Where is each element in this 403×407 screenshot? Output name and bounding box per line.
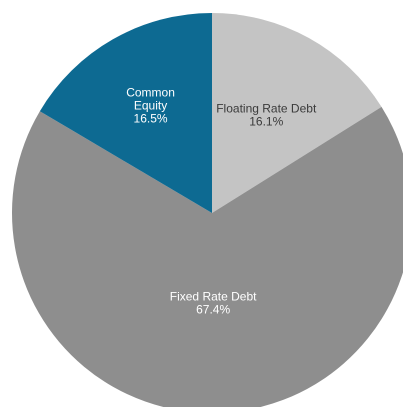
- slice-labels: Floating Rate Debt 16.1% Fixed Rate Debt 67…: [126, 85, 317, 316]
- pie-slice-fixed-rate-debt: [12, 106, 403, 407]
- pie-slice-floating-rate-debt: [212, 13, 382, 213]
- pie-slice-common-equity: [39, 13, 212, 213]
- slice-label-common-equity: Common Equity 16.5%: [126, 85, 175, 125]
- slice-label-fixed-rate-debt: Fixed Rate Debt 67.4%: [170, 289, 257, 316]
- slice-label-floating-rate-debt: Floating Rate Debt 16.1%: [216, 102, 317, 129]
- pie-slices: [12, 13, 403, 407]
